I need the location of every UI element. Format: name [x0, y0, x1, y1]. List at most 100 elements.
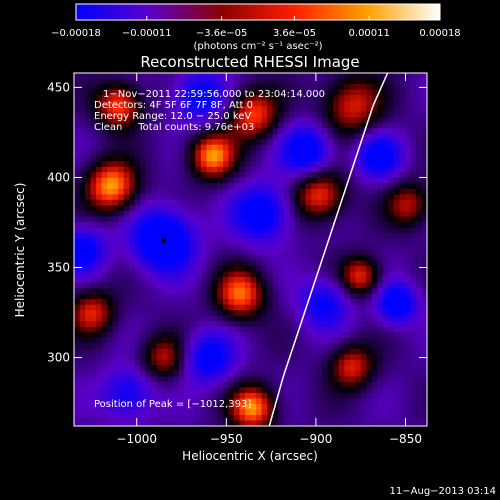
heatmap-pixel: [338, 243, 345, 251]
heatmap-pixel: [421, 255, 427, 262]
heatmap-pixel: [123, 249, 130, 256]
heatmap-pixel: [178, 387, 185, 394]
heatmap-pixel: [283, 150, 290, 157]
heatmap-pixel: [173, 216, 180, 223]
heatmap-pixel: [184, 139, 191, 146]
heatmap-pixel: [382, 326, 389, 333]
heatmap-pixel: [178, 172, 185, 179]
heatmap-pixel: [217, 398, 224, 405]
heatmap-pixel: [178, 359, 185, 366]
heatmap-pixel: [211, 111, 219, 118]
heatmap-pixel: [85, 221, 92, 229]
heatmap-pixel: [388, 84, 395, 91]
heatmap-pixel: [327, 188, 334, 195]
heatmap-pixel: [333, 299, 340, 306]
heatmap-pixel: [261, 387, 268, 394]
heatmap-pixel: [140, 403, 147, 411]
heatmap-pixel: [256, 144, 263, 151]
heatmap-pixel: [167, 381, 174, 388]
heatmap-pixel: [145, 249, 152, 256]
heatmap-pixel: [85, 100, 92, 107]
heatmap-pixel: [305, 155, 312, 162]
heatmap-pixel: [156, 117, 163, 124]
heatmap-pixel: [162, 332, 169, 339]
heatmap-pixel: [421, 172, 427, 179]
heatmap-pixel: [123, 348, 130, 355]
heatmap-pixel: [404, 403, 412, 411]
heatmap-pixel: [217, 150, 224, 157]
heatmap-pixel: [371, 266, 378, 273]
heatmap-pixel: [349, 111, 356, 118]
heatmap-pixel: [233, 343, 241, 350]
heatmap-pixel: [118, 95, 125, 102]
heatmap-pixel: [129, 128, 136, 135]
heatmap-pixel: [261, 166, 268, 173]
heatmap-pixel: [404, 166, 412, 173]
heatmap-pixel: [189, 238, 196, 245]
heatmap-pixel: [316, 398, 323, 405]
heatmap-pixel: [349, 343, 356, 350]
heatmap-pixel: [162, 172, 169, 179]
heatmap-pixel: [322, 409, 329, 416]
heatmap-pixel: [145, 95, 152, 102]
heatmap-pixel: [101, 293, 108, 300]
heatmap-pixel: [79, 100, 86, 107]
heatmap-pixel: [96, 304, 103, 311]
heatmap-pixel: [90, 260, 97, 267]
heatmap-pixel: [200, 409, 207, 416]
heatmap-pixel: [322, 133, 329, 140]
heatmap-pixel: [371, 78, 378, 85]
heatmap-pixel: [267, 376, 274, 383]
heatmap-pixel: [134, 326, 141, 333]
heatmap-pixel: [145, 161, 152, 168]
heatmap-pixel: [200, 232, 207, 240]
heatmap-pixel: [278, 348, 285, 355]
heatmap-pixel: [145, 117, 152, 124]
heatmap-pixel: [134, 304, 141, 311]
heatmap-pixel: [388, 266, 395, 273]
heatmap-pixel: [404, 348, 412, 355]
heatmap-pixel: [338, 161, 345, 168]
heatmap-pixel: [222, 387, 230, 394]
heatmap-pixel: [90, 73, 97, 80]
heatmap-pixel: [415, 277, 423, 284]
heatmap-pixel: [233, 89, 241, 96]
heatmap-pixel: [184, 288, 191, 295]
heatmap-pixel: [278, 227, 285, 234]
heatmap-pixel: [79, 133, 86, 140]
heatmap-pixel: [278, 139, 285, 146]
heatmap-pixel: [195, 293, 202, 300]
heatmap-pixel: [305, 95, 312, 102]
heatmap-pixel: [140, 78, 147, 85]
heatmap-pixel: [145, 155, 152, 162]
heatmap-pixel: [421, 304, 427, 311]
heatmap-pixel: [415, 315, 423, 322]
heatmap-pixel: [410, 343, 417, 350]
heatmap-pixel: [162, 177, 169, 184]
peak-marker: [161, 237, 167, 243]
heatmap-pixel: [344, 387, 351, 394]
heatmap-pixel: [316, 133, 323, 140]
heatmap-pixel: [289, 321, 296, 328]
heatmap-pixel: [162, 282, 169, 289]
heatmap-pixel: [311, 304, 318, 311]
heatmap-pixel: [300, 326, 307, 333]
heatmap-pixel: [244, 128, 252, 135]
heatmap-pixel: [173, 365, 180, 372]
heatmap-pixel: [90, 221, 97, 229]
heatmap-pixel: [393, 210, 401, 218]
heatmap-pixel: [222, 166, 230, 173]
heatmap-pixel: [371, 161, 378, 168]
heatmap-pixel: [377, 106, 384, 113]
heatmap-pixel: [178, 188, 185, 195]
heatmap-pixel: [382, 348, 389, 355]
heatmap-pixel: [184, 326, 191, 333]
heatmap-pixel: [228, 409, 235, 416]
heatmap-pixel: [393, 144, 401, 151]
heatmap-pixel: [415, 282, 423, 289]
heatmap-pixel: [178, 122, 185, 129]
heatmap-pixel: [123, 128, 130, 135]
heatmap-pixel: [178, 271, 185, 278]
heatmap-pixel: [162, 398, 169, 405]
x-axis-label: Heliocentric X (arcsec): [182, 449, 318, 463]
